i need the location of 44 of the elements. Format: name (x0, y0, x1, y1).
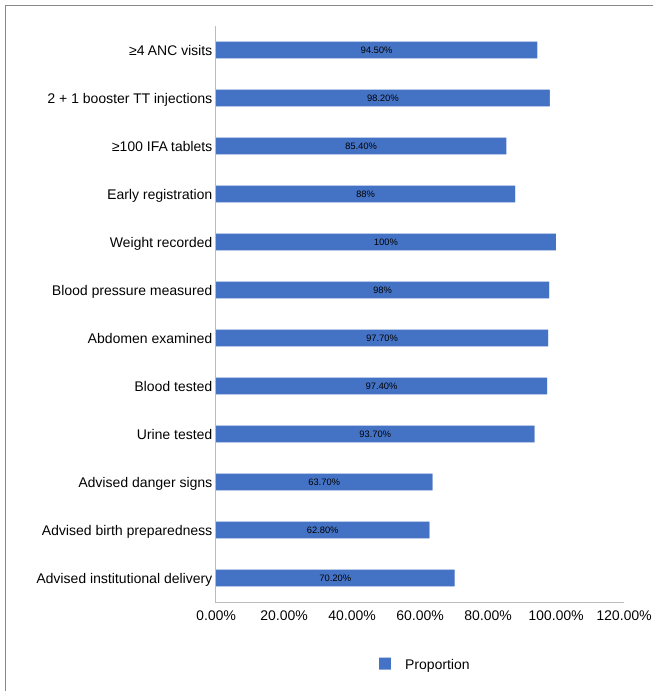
y-tick-label: Abdomen examined (88, 330, 212, 346)
data-label: 94.50% (360, 45, 392, 56)
y-tick-label: ≥4 ANC visits (129, 42, 212, 58)
bar (216, 42, 538, 58)
data-label: 63.70% (308, 477, 340, 488)
bar (216, 522, 430, 538)
x-tick-label: 100.00% (528, 606, 584, 623)
y-tick-label: 2 + 1 booster TT injections (47, 90, 212, 106)
bar (216, 138, 506, 154)
bar (216, 234, 556, 250)
legend-label: Proportion (405, 656, 470, 672)
data-label: 97.70% (366, 333, 398, 344)
data-label: 100% (374, 237, 398, 248)
data-label: 85.40% (345, 141, 377, 152)
bar (216, 570, 455, 586)
y-tick-label: Weight recorded (110, 234, 212, 250)
y-tick-label: Blood tested (134, 378, 212, 394)
data-label: 97.40% (366, 381, 398, 392)
x-tick-label: 60.00% (396, 606, 444, 623)
data-label: 93.70% (359, 429, 391, 440)
x-tick-label: 40.00% (328, 606, 376, 623)
y-tick-label: Urine tested (136, 426, 212, 442)
y-tick-label: Early registration (107, 186, 212, 202)
y-tick-label: Blood pressure measured (52, 282, 212, 298)
x-tick-label: 0.00% (196, 606, 236, 623)
bar (216, 90, 550, 106)
data-label: 98.20% (366, 93, 399, 104)
y-tick-label: Advised institutional delivery (36, 570, 212, 586)
bar (216, 282, 550, 298)
data-label: 70.20% (319, 573, 352, 584)
x-tick-label: 120.00% (596, 606, 652, 623)
y-tick-label: ≥100 IFA tablets (112, 138, 212, 154)
data-label: 98% (373, 285, 392, 296)
y-tick-label: Advised danger signs (78, 474, 212, 490)
data-label: 88% (356, 189, 375, 200)
bar (216, 426, 535, 442)
bar (216, 378, 548, 394)
bar (216, 330, 548, 346)
x-tick-label: 80.00% (464, 606, 512, 623)
x-tick-label: 20.00% (260, 606, 308, 623)
data-label: 62.80% (306, 525, 338, 536)
bar (216, 474, 433, 490)
bar (216, 186, 516, 202)
y-tick-label: Advised birth preparedness (42, 522, 212, 538)
